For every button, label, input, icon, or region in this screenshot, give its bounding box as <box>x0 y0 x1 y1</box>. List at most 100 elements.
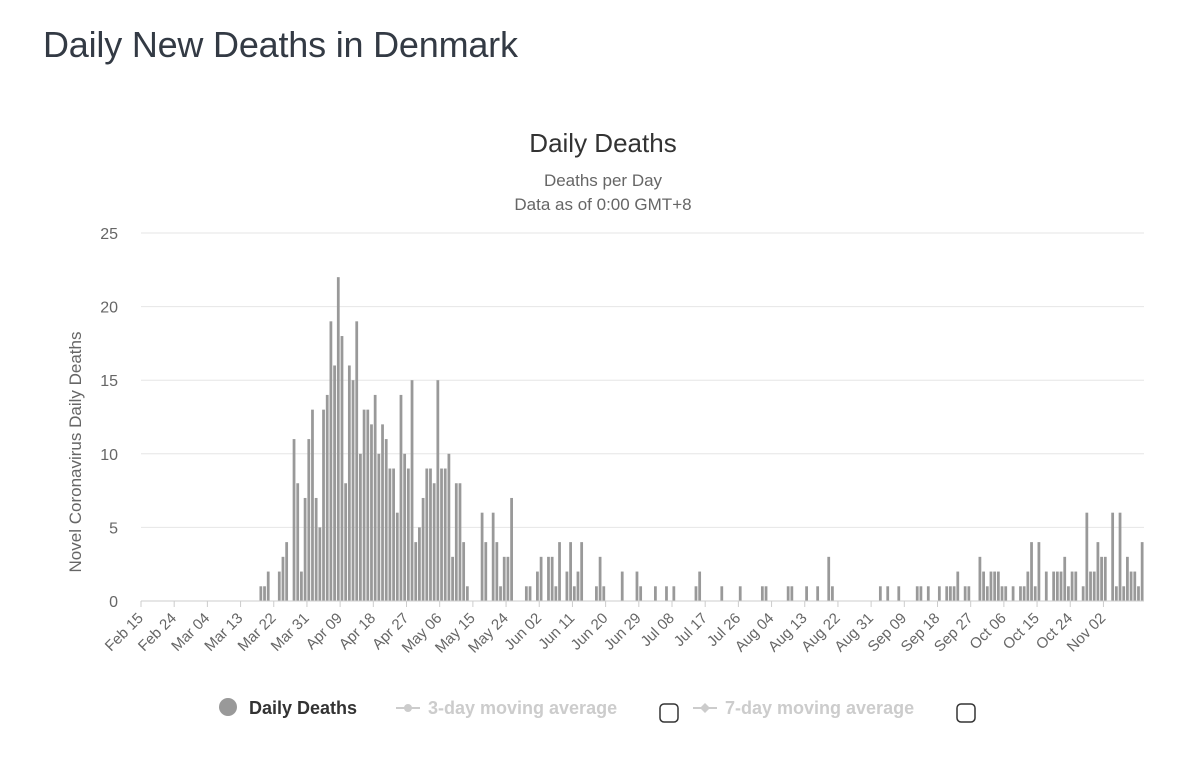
bar[interactable] <box>996 571 1000 601</box>
bar[interactable] <box>790 586 794 601</box>
bar[interactable] <box>539 556 543 601</box>
bar[interactable] <box>926 586 930 601</box>
bar[interactable] <box>886 586 890 601</box>
bar[interactable] <box>285 542 289 601</box>
bar[interactable] <box>1122 586 1126 601</box>
bar[interactable] <box>1133 571 1137 601</box>
bar[interactable] <box>447 453 451 601</box>
bar[interactable] <box>1118 512 1122 601</box>
bar[interactable] <box>1033 586 1037 601</box>
bar[interactable] <box>410 380 414 601</box>
bar[interactable] <box>1026 571 1030 601</box>
bar[interactable] <box>454 483 458 601</box>
bar[interactable] <box>572 586 576 601</box>
bar[interactable] <box>263 586 266 601</box>
bar[interactable] <box>1137 586 1140 601</box>
bar[interactable] <box>418 527 421 601</box>
bar[interactable] <box>635 571 639 601</box>
bar[interactable] <box>458 483 462 601</box>
bar[interactable] <box>949 586 952 601</box>
bar[interactable] <box>1052 571 1056 601</box>
bar[interactable] <box>1085 512 1089 601</box>
legend-item-7-day-moving-average[interactable]: 7-day moving average <box>693 698 914 718</box>
bar[interactable] <box>956 571 960 601</box>
bar[interactable] <box>421 497 425 601</box>
legend-checkbox-7-day[interactable] <box>956 703 976 723</box>
bar[interactable] <box>384 439 388 601</box>
bar[interactable] <box>580 542 584 601</box>
bar[interactable] <box>1037 542 1041 601</box>
bar[interactable] <box>484 542 488 601</box>
bar[interactable] <box>569 542 572 601</box>
bar[interactable] <box>277 571 281 601</box>
bar[interactable] <box>429 468 432 601</box>
bar[interactable] <box>336 277 340 601</box>
bar[interactable] <box>1100 556 1103 601</box>
bar[interactable] <box>344 483 348 601</box>
bar[interactable] <box>1081 586 1085 601</box>
bar[interactable] <box>1114 586 1118 601</box>
bar[interactable] <box>1000 586 1004 601</box>
bar[interactable] <box>816 586 820 601</box>
bar[interactable] <box>528 586 532 601</box>
bar[interactable] <box>945 586 949 601</box>
bar[interactable] <box>311 409 314 601</box>
bar[interactable] <box>1111 512 1115 601</box>
bar[interactable] <box>392 468 395 601</box>
bar[interactable] <box>292 439 296 601</box>
bar[interactable] <box>1044 571 1048 601</box>
bar[interactable] <box>878 586 882 601</box>
bar[interactable] <box>952 586 956 601</box>
bar[interactable] <box>989 571 993 601</box>
bar[interactable] <box>266 571 270 601</box>
bar[interactable] <box>359 453 362 601</box>
bar[interactable] <box>554 586 558 601</box>
bar[interactable] <box>1019 586 1022 601</box>
bar[interactable] <box>1011 586 1015 601</box>
bar[interactable] <box>764 586 768 601</box>
bar[interactable] <box>510 497 513 601</box>
bar[interactable] <box>1055 571 1059 601</box>
bar[interactable] <box>639 586 643 601</box>
bar[interactable] <box>388 468 392 601</box>
bar[interactable] <box>831 586 834 601</box>
bar[interactable] <box>1089 571 1092 601</box>
bar[interactable] <box>281 556 285 601</box>
bar[interactable] <box>993 571 997 601</box>
bar[interactable] <box>620 571 624 601</box>
bar[interactable] <box>436 380 440 601</box>
bar[interactable] <box>366 409 370 601</box>
bar[interactable] <box>827 556 831 601</box>
bar[interactable] <box>491 512 495 601</box>
bar[interactable] <box>1070 571 1074 601</box>
bar[interactable] <box>937 586 941 601</box>
bar[interactable] <box>915 586 919 601</box>
bar[interactable] <box>760 586 764 601</box>
bar[interactable] <box>443 468 447 601</box>
legend-item-3-day-moving-average[interactable]: 3-day moving average <box>396 698 617 718</box>
bar[interactable] <box>985 586 989 601</box>
bar[interactable] <box>340 336 344 601</box>
bar[interactable] <box>524 586 528 601</box>
bar[interactable] <box>786 586 790 601</box>
bar[interactable] <box>602 586 606 601</box>
bar[interactable] <box>1103 556 1107 601</box>
bar[interactable] <box>373 394 377 601</box>
bar[interactable] <box>465 586 469 601</box>
bar[interactable] <box>672 586 676 601</box>
bar[interactable] <box>1126 556 1129 601</box>
bar[interactable] <box>351 380 355 601</box>
bar[interactable] <box>502 556 506 601</box>
bar[interactable] <box>314 497 318 601</box>
bar[interactable] <box>1067 586 1070 601</box>
bar[interactable] <box>296 483 300 601</box>
bar[interactable] <box>480 512 484 601</box>
bar[interactable] <box>440 468 443 601</box>
bar[interactable] <box>698 571 702 601</box>
bar[interactable] <box>406 468 410 601</box>
bar[interactable] <box>355 321 359 601</box>
bar[interactable] <box>395 512 399 601</box>
bar[interactable] <box>333 365 336 601</box>
bar[interactable] <box>1059 571 1063 601</box>
bar[interactable] <box>738 586 742 601</box>
